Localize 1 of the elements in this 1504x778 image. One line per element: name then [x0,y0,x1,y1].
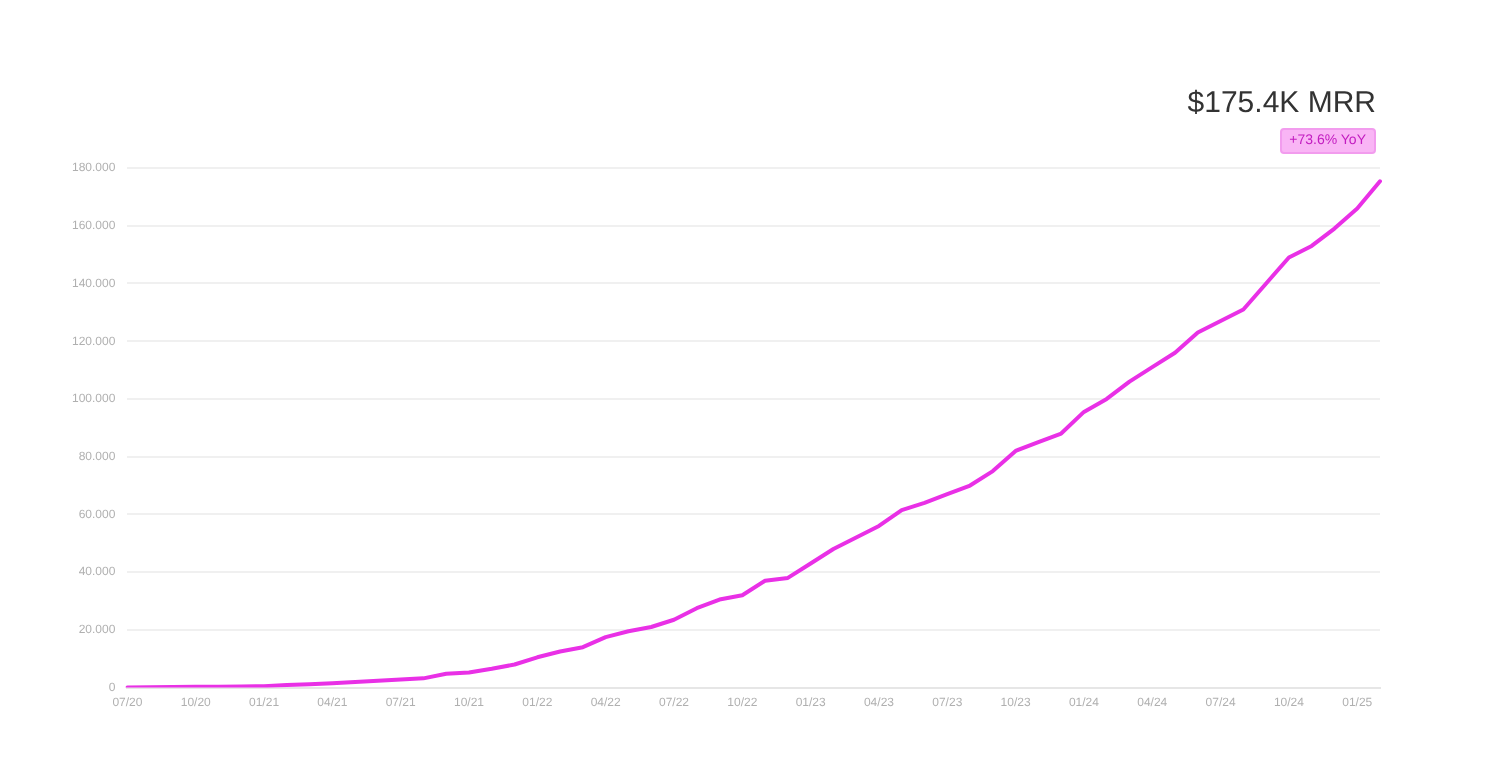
chart-title: $175.4K MRR [1187,86,1376,120]
